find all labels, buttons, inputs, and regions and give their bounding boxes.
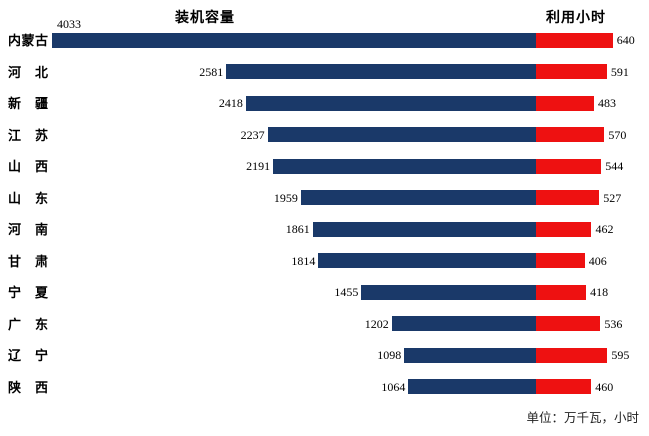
hours-bar	[536, 253, 585, 268]
hours-value-label: 483	[597, 96, 616, 110]
capacity-value-label: 1861	[285, 222, 310, 236]
category-label: 山西	[8, 159, 48, 174]
hours-bar	[536, 190, 600, 205]
capacity-bar	[408, 379, 536, 394]
capacity-value-label: 1959	[273, 190, 298, 205]
capacity-bar	[273, 158, 536, 174]
capacity-bar	[52, 32, 536, 48]
capacity-bar	[226, 64, 536, 79]
category-label: 河南	[8, 222, 48, 237]
category-label: 陕西	[8, 379, 48, 395]
hours-value-label: 570	[608, 127, 627, 142]
hours-value-label: 460	[595, 379, 614, 394]
hours-value-label: 640	[616, 33, 635, 47]
capacity-bar	[245, 95, 536, 111]
hours-value-label: 591	[610, 64, 629, 79]
hours-bar	[536, 158, 602, 174]
capacity-bar	[361, 284, 536, 300]
hours-bar	[536, 316, 601, 331]
category-label: 宁夏	[8, 285, 48, 300]
category-label: 山东	[8, 190, 48, 206]
capacity-series-title: 装机容量	[175, 9, 235, 25]
category-label: 内蒙古	[8, 33, 48, 48]
hours-bar	[536, 32, 613, 48]
hours-bar	[536, 127, 605, 142]
capacity-bar	[391, 316, 536, 331]
hours-value-label: 595	[611, 348, 630, 362]
capacity-value-label: 1064	[381, 379, 406, 394]
capacity-value-label: 2581	[199, 64, 224, 79]
capacity-value-label: 2237	[240, 127, 265, 142]
hours-bar	[536, 64, 607, 79]
hours-value-label: 544	[605, 159, 624, 173]
capacity-value-label: 1814	[291, 253, 316, 268]
capacity-value-label: 4033	[57, 16, 82, 31]
capacity-value-label: 1098	[377, 348, 402, 362]
capacity-bar	[404, 347, 536, 363]
hours-value-label: 418	[590, 285, 609, 299]
hours-value-label: 462	[595, 222, 614, 236]
capacity-value-label: 1455	[334, 285, 359, 299]
category-label: 江苏	[8, 127, 48, 143]
category-label: 甘肃	[8, 253, 48, 269]
capacity-value-label: 2191	[246, 159, 271, 173]
hours-value-label: 527	[603, 190, 622, 205]
capacity-bar	[267, 127, 536, 142]
capacity-bar	[312, 221, 536, 237]
hours-value-label: 406	[588, 253, 607, 268]
hours-bar	[536, 379, 592, 394]
unit-note: 单位：万千瓦，小时	[526, 411, 639, 425]
category-label: 新疆	[8, 96, 48, 111]
capacity-bar	[318, 253, 536, 268]
hours-bar	[536, 347, 608, 363]
category-label: 辽宁	[8, 348, 48, 363]
hours-value-label: 536	[604, 316, 623, 331]
capacity-bar	[300, 190, 536, 205]
category-label: 河北	[8, 64, 48, 80]
category-label: 广东	[8, 316, 48, 332]
hours-bar	[536, 284, 587, 300]
capacity-value-label: 2418	[218, 96, 243, 110]
capacity-value-label: 1202	[364, 316, 389, 331]
hours-bar	[536, 221, 592, 237]
hours-bar	[536, 95, 594, 111]
hours-series-title: 利用小时	[546, 9, 606, 25]
